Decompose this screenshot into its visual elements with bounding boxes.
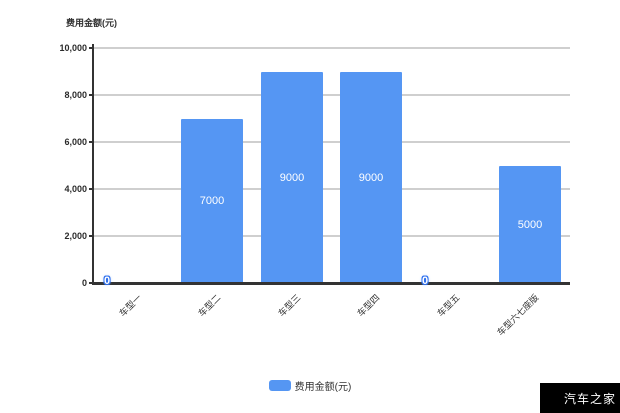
y-tick-mark xyxy=(89,188,93,190)
y-tick-label: 10,000 xyxy=(59,43,87,53)
bar-value-label: 7000 xyxy=(199,195,225,207)
x-axis-label: 车型二 xyxy=(196,292,223,319)
zero-value-badge: 0 xyxy=(422,275,429,287)
x-axis-label: 车型四 xyxy=(355,292,382,319)
x-axis-label: 车型一 xyxy=(117,292,144,319)
y-tick-label: 6,000 xyxy=(64,137,87,147)
bar-value-label: 5000 xyxy=(517,219,543,231)
x-axis-label: 车型五 xyxy=(435,292,462,319)
y-tick-label: 4,000 xyxy=(64,184,87,194)
x-axis-line xyxy=(92,282,570,285)
chart-legend: 费用金额(元) xyxy=(0,378,620,393)
zero-value-badge: 0 xyxy=(104,275,111,287)
x-axis-label: 车型六七座版 xyxy=(495,292,541,338)
gridline xyxy=(93,47,570,49)
gridline xyxy=(93,141,570,143)
x-axis-label: 车型三 xyxy=(276,292,303,319)
y-tick-mark xyxy=(89,47,93,49)
gridline xyxy=(93,235,570,237)
y-tick-mark xyxy=(89,235,93,237)
gridline xyxy=(93,94,570,96)
bar-value-label: 9000 xyxy=(358,172,384,184)
bar-车型二: 7000 xyxy=(181,119,243,282)
bar-车型四: 9000 xyxy=(340,72,402,282)
legend-swatch xyxy=(268,380,291,391)
y-tick-mark xyxy=(89,141,93,143)
y-tick-mark xyxy=(89,94,93,96)
y-axis-line xyxy=(92,44,94,285)
bar-车型三: 9000 xyxy=(261,72,323,282)
legend-label: 费用金额(元) xyxy=(294,382,352,393)
gridline xyxy=(93,188,570,190)
y-tick-mark xyxy=(89,282,93,284)
bar-车型六七座版: 5000 xyxy=(499,166,561,282)
y-tick-label: 2,000 xyxy=(64,231,87,241)
y-tick-label: 8,000 xyxy=(64,90,87,100)
bar-value-label: 9000 xyxy=(279,172,305,184)
y-axis-title: 费用金额(元) xyxy=(66,18,117,28)
watermark-autohome: 汽车之家 xyxy=(540,383,620,413)
y-tick-label: 0 xyxy=(81,278,87,288)
